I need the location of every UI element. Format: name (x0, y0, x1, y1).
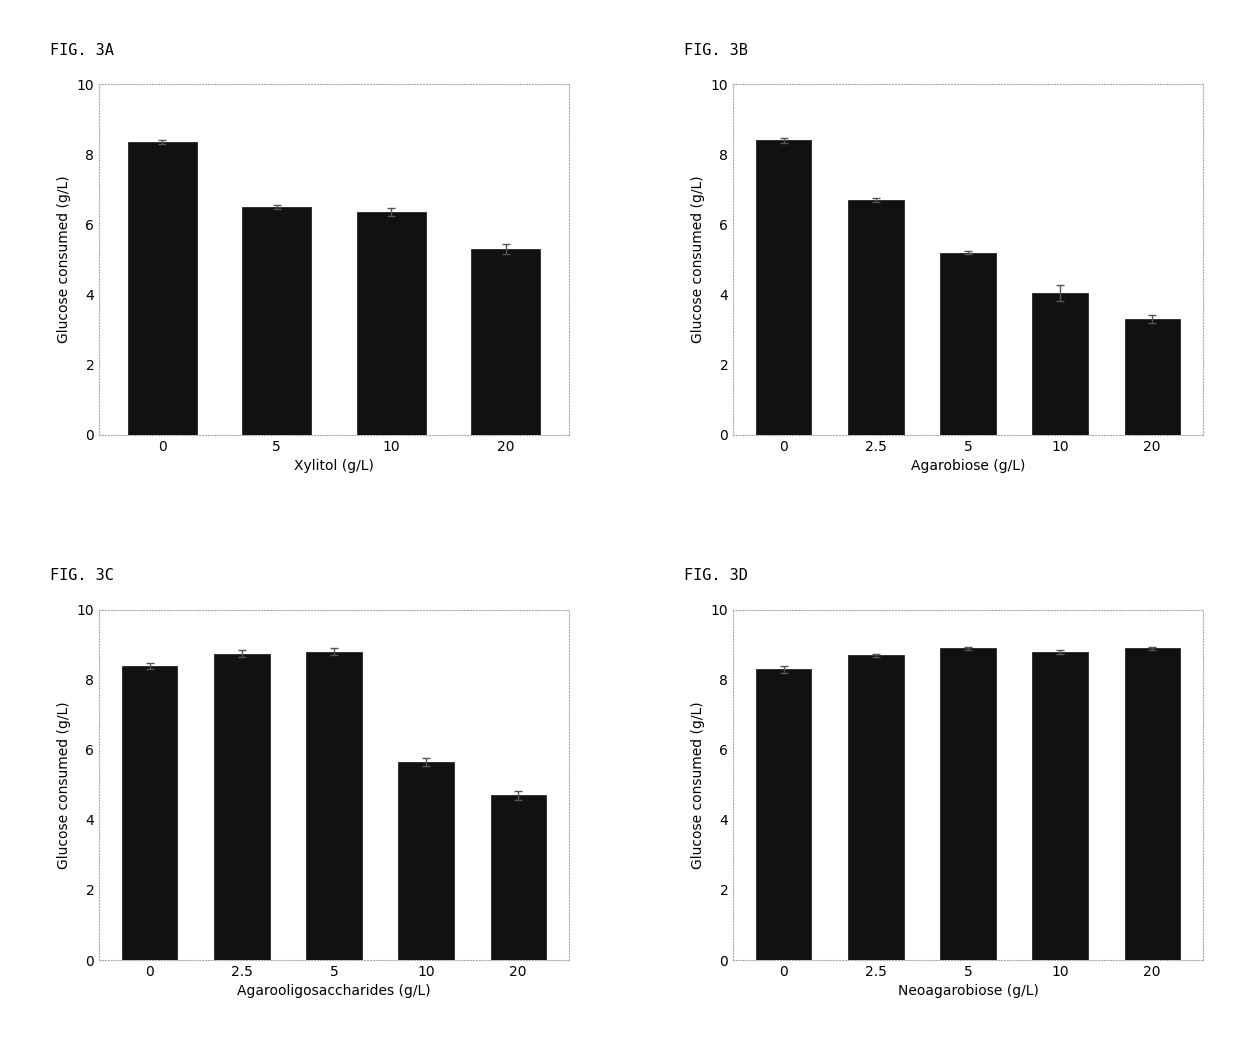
Bar (756, 669, 811, 960)
Y-axis label: Glucose consumed (g/L): Glucose consumed (g/L) (691, 176, 706, 343)
Bar (215, 653, 269, 960)
X-axis label: Xylitol (g/L): Xylitol (g/L) (294, 459, 374, 473)
Y-axis label: Glucose consumed (g/L): Glucose consumed (g/L) (691, 702, 706, 868)
Text: FIG. 3D: FIG. 3D (683, 569, 748, 583)
Text: FIG. 3C: FIG. 3C (50, 569, 114, 583)
Bar (491, 795, 546, 960)
Text: FIG. 3A: FIG. 3A (50, 43, 114, 58)
Text: FIG. 3B: FIG. 3B (683, 43, 748, 58)
Bar (940, 252, 996, 435)
Bar (123, 666, 177, 960)
X-axis label: Neoagarobiose (g/L): Neoagarobiose (g/L) (898, 984, 1038, 998)
X-axis label: Agarobiose (g/L): Agarobiose (g/L) (911, 459, 1025, 473)
Bar (940, 649, 996, 960)
Bar (848, 200, 904, 435)
Bar (398, 762, 454, 960)
Bar (471, 249, 541, 435)
Bar (848, 655, 904, 960)
X-axis label: Agarooligosaccharides (g/L): Agarooligosaccharides (g/L) (237, 984, 430, 998)
Bar (306, 652, 362, 960)
Bar (1125, 649, 1179, 960)
Bar (1125, 319, 1179, 435)
Bar (1033, 652, 1087, 960)
Y-axis label: Glucose consumed (g/L): Glucose consumed (g/L) (57, 702, 71, 868)
Bar (242, 207, 311, 435)
Bar (128, 142, 197, 435)
Y-axis label: Glucose consumed (g/L): Glucose consumed (g/L) (57, 176, 71, 343)
Bar (756, 140, 811, 435)
Bar (357, 212, 425, 435)
Bar (1033, 293, 1087, 435)
